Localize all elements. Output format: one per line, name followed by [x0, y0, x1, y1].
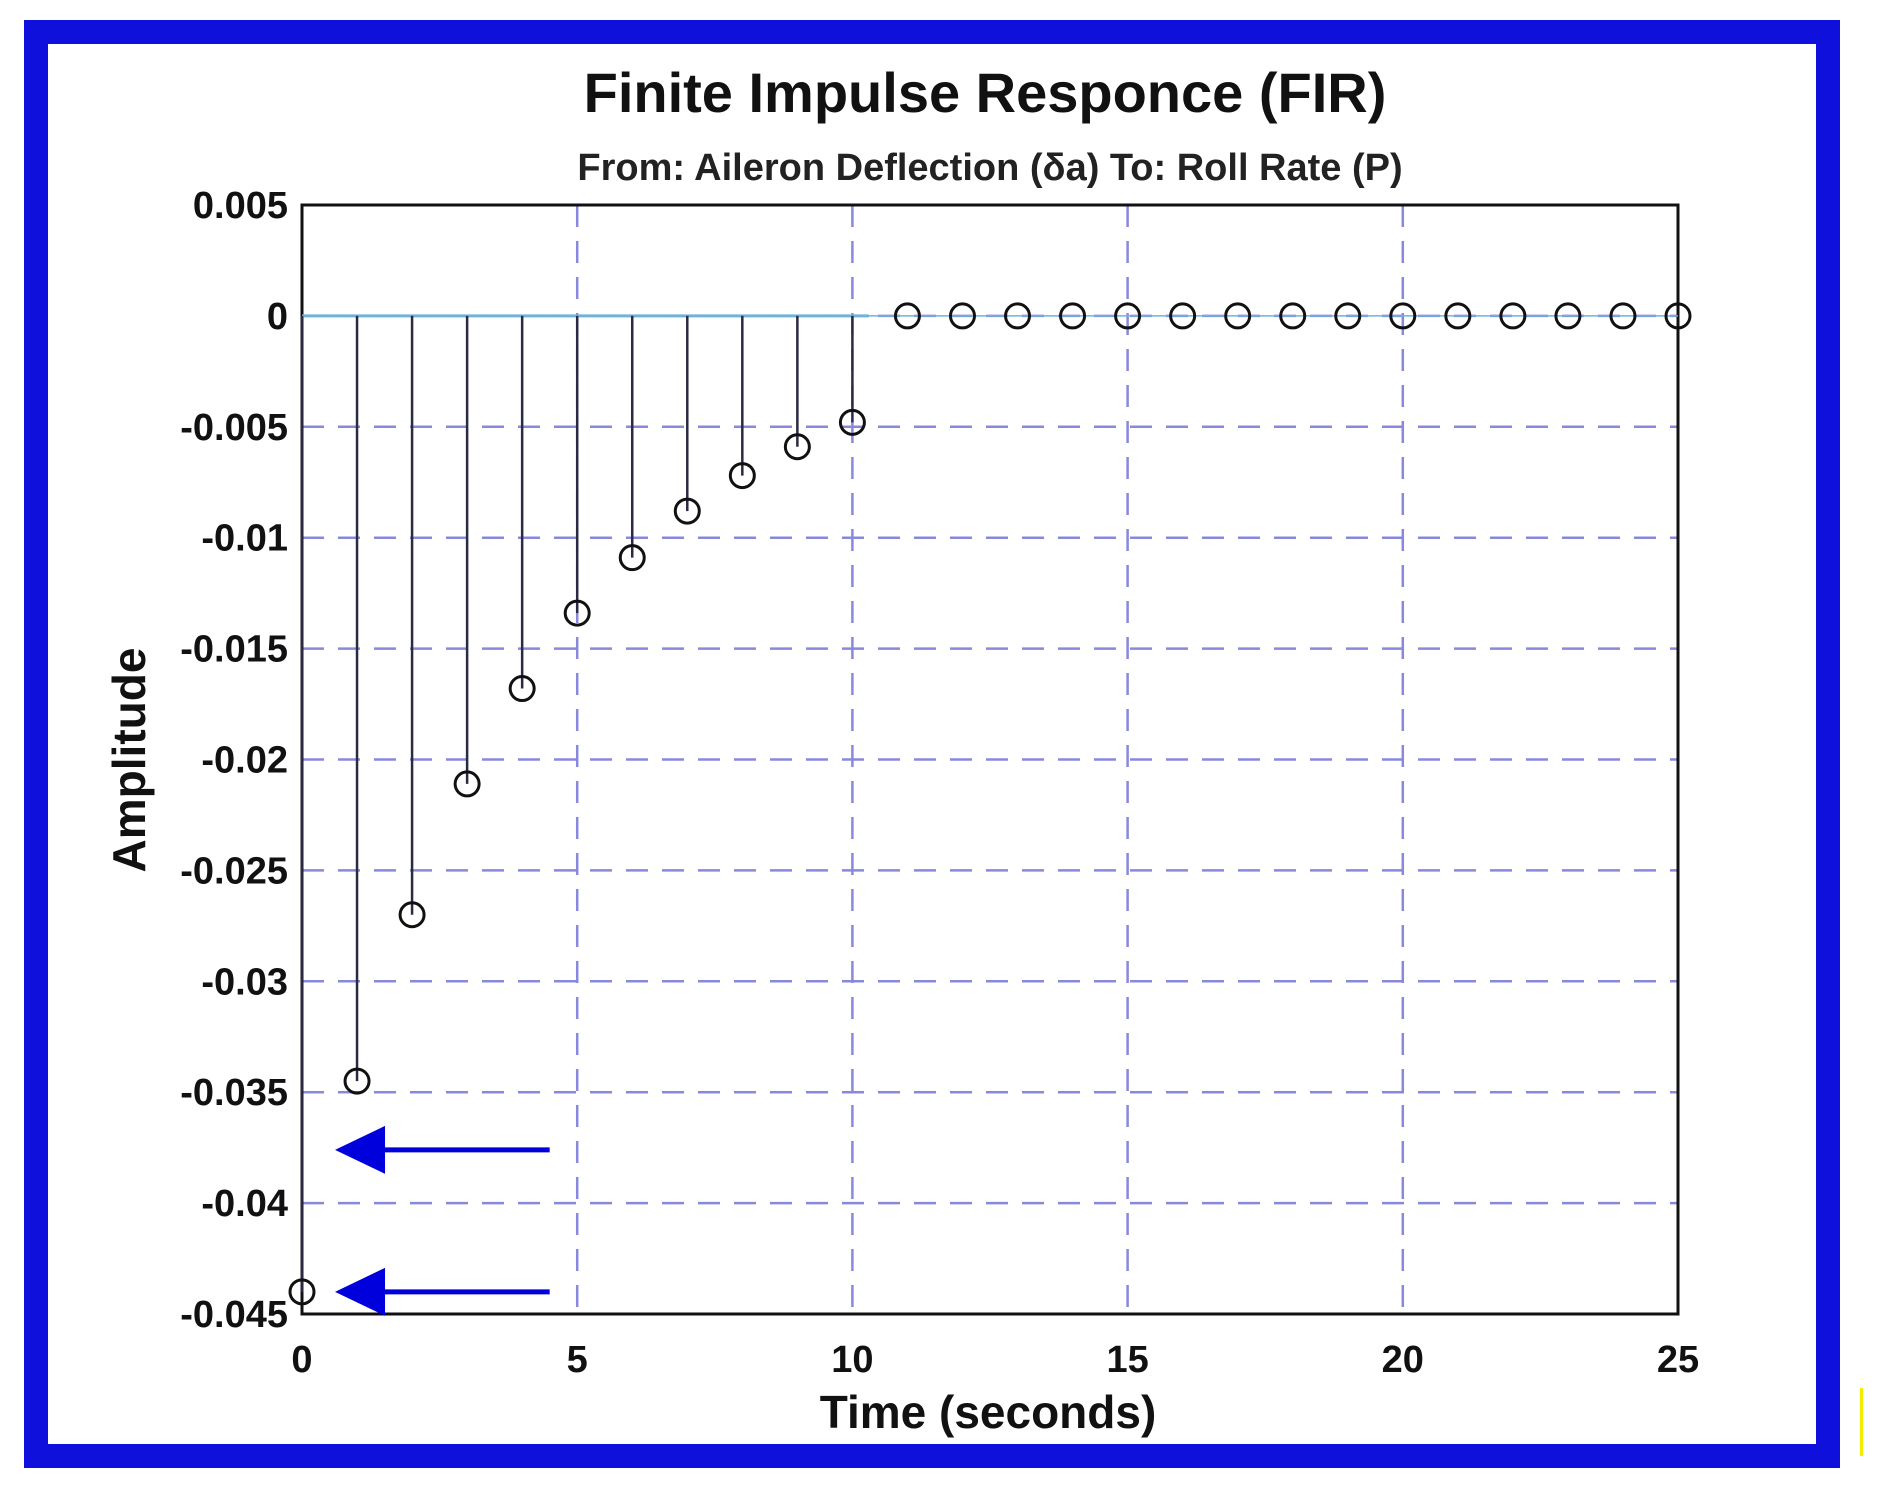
y-axis-label: Amplitude: [103, 648, 155, 873]
stem-marker: [508, 675, 536, 703]
arrow-head: [335, 1267, 386, 1316]
stem-marker: [1664, 302, 1692, 330]
x-tick-label: 25: [1657, 1339, 1699, 1381]
stem-marker: [618, 544, 646, 572]
x-axis-label: Time (seconds): [820, 1386, 1157, 1438]
stem-marker: [728, 462, 756, 490]
x-tick-label: 15: [1106, 1339, 1148, 1381]
stem-marker: [288, 1278, 316, 1306]
stem-marker: [1224, 302, 1252, 330]
stem-marker: [343, 1067, 371, 1095]
stem-marker: [838, 408, 866, 436]
stem-marker: [1499, 302, 1527, 330]
stem-marker: [563, 599, 591, 627]
stem-marker: [673, 497, 701, 525]
stem-marker: [1334, 302, 1362, 330]
annotation-arrows: [335, 1125, 550, 1316]
y-tick-label: -0.015: [180, 629, 288, 671]
edge-mark: [1860, 1388, 1863, 1456]
stem-marker: [1279, 302, 1307, 330]
stem-marker: [783, 433, 811, 461]
stem-marker: [1059, 302, 1087, 330]
x-tick-label: 0: [291, 1339, 312, 1381]
stem-marker: [893, 302, 921, 330]
chart-subtitle: From: Aileron Deflection (δa) To: Roll R…: [577, 147, 1402, 189]
stem-marker: [453, 770, 481, 798]
chart-frame: [24, 20, 1840, 1468]
stem-marker: [1389, 302, 1417, 330]
stem-marker: [1444, 302, 1472, 330]
x-tick-labels: 0 5 10 15 20 25: [291, 1339, 1699, 1381]
y-tick-label: -0.02: [201, 740, 288, 782]
stem-marker: [1554, 302, 1582, 330]
x-tick-label: 10: [831, 1339, 873, 1381]
y-tick-label: -0.005: [180, 407, 288, 449]
stem-marker: [1609, 302, 1637, 330]
y-tick-label: -0.045: [180, 1294, 288, 1336]
y-tick-label: -0.03: [201, 961, 288, 1003]
chart-title: Finite Impulse Responce (FIR): [584, 61, 1387, 124]
y-tick-labels: 0.005 0 -0.005 -0.01 -0.015 -0.02 -0.025 -0.03 -…: [180, 185, 288, 1336]
y-tick-label: 0.005: [193, 185, 288, 227]
x-tick-label: 20: [1382, 1339, 1424, 1381]
y-tick-label: -0.035: [180, 1072, 288, 1114]
stem-marker: [1169, 302, 1197, 330]
y-tick-label: -0.01: [201, 518, 288, 560]
y-tick-label: -0.025: [180, 850, 288, 892]
y-tick-label: 0: [267, 296, 288, 338]
stem-marker: [1114, 302, 1142, 330]
stems: [288, 302, 1692, 1306]
stem-marker: [948, 302, 976, 330]
stem-marker: [398, 901, 426, 929]
arrow-head: [335, 1125, 386, 1174]
x-tick-label: 5: [567, 1339, 588, 1381]
stem-marker: [1004, 302, 1032, 330]
y-tick-label: -0.04: [201, 1183, 288, 1225]
